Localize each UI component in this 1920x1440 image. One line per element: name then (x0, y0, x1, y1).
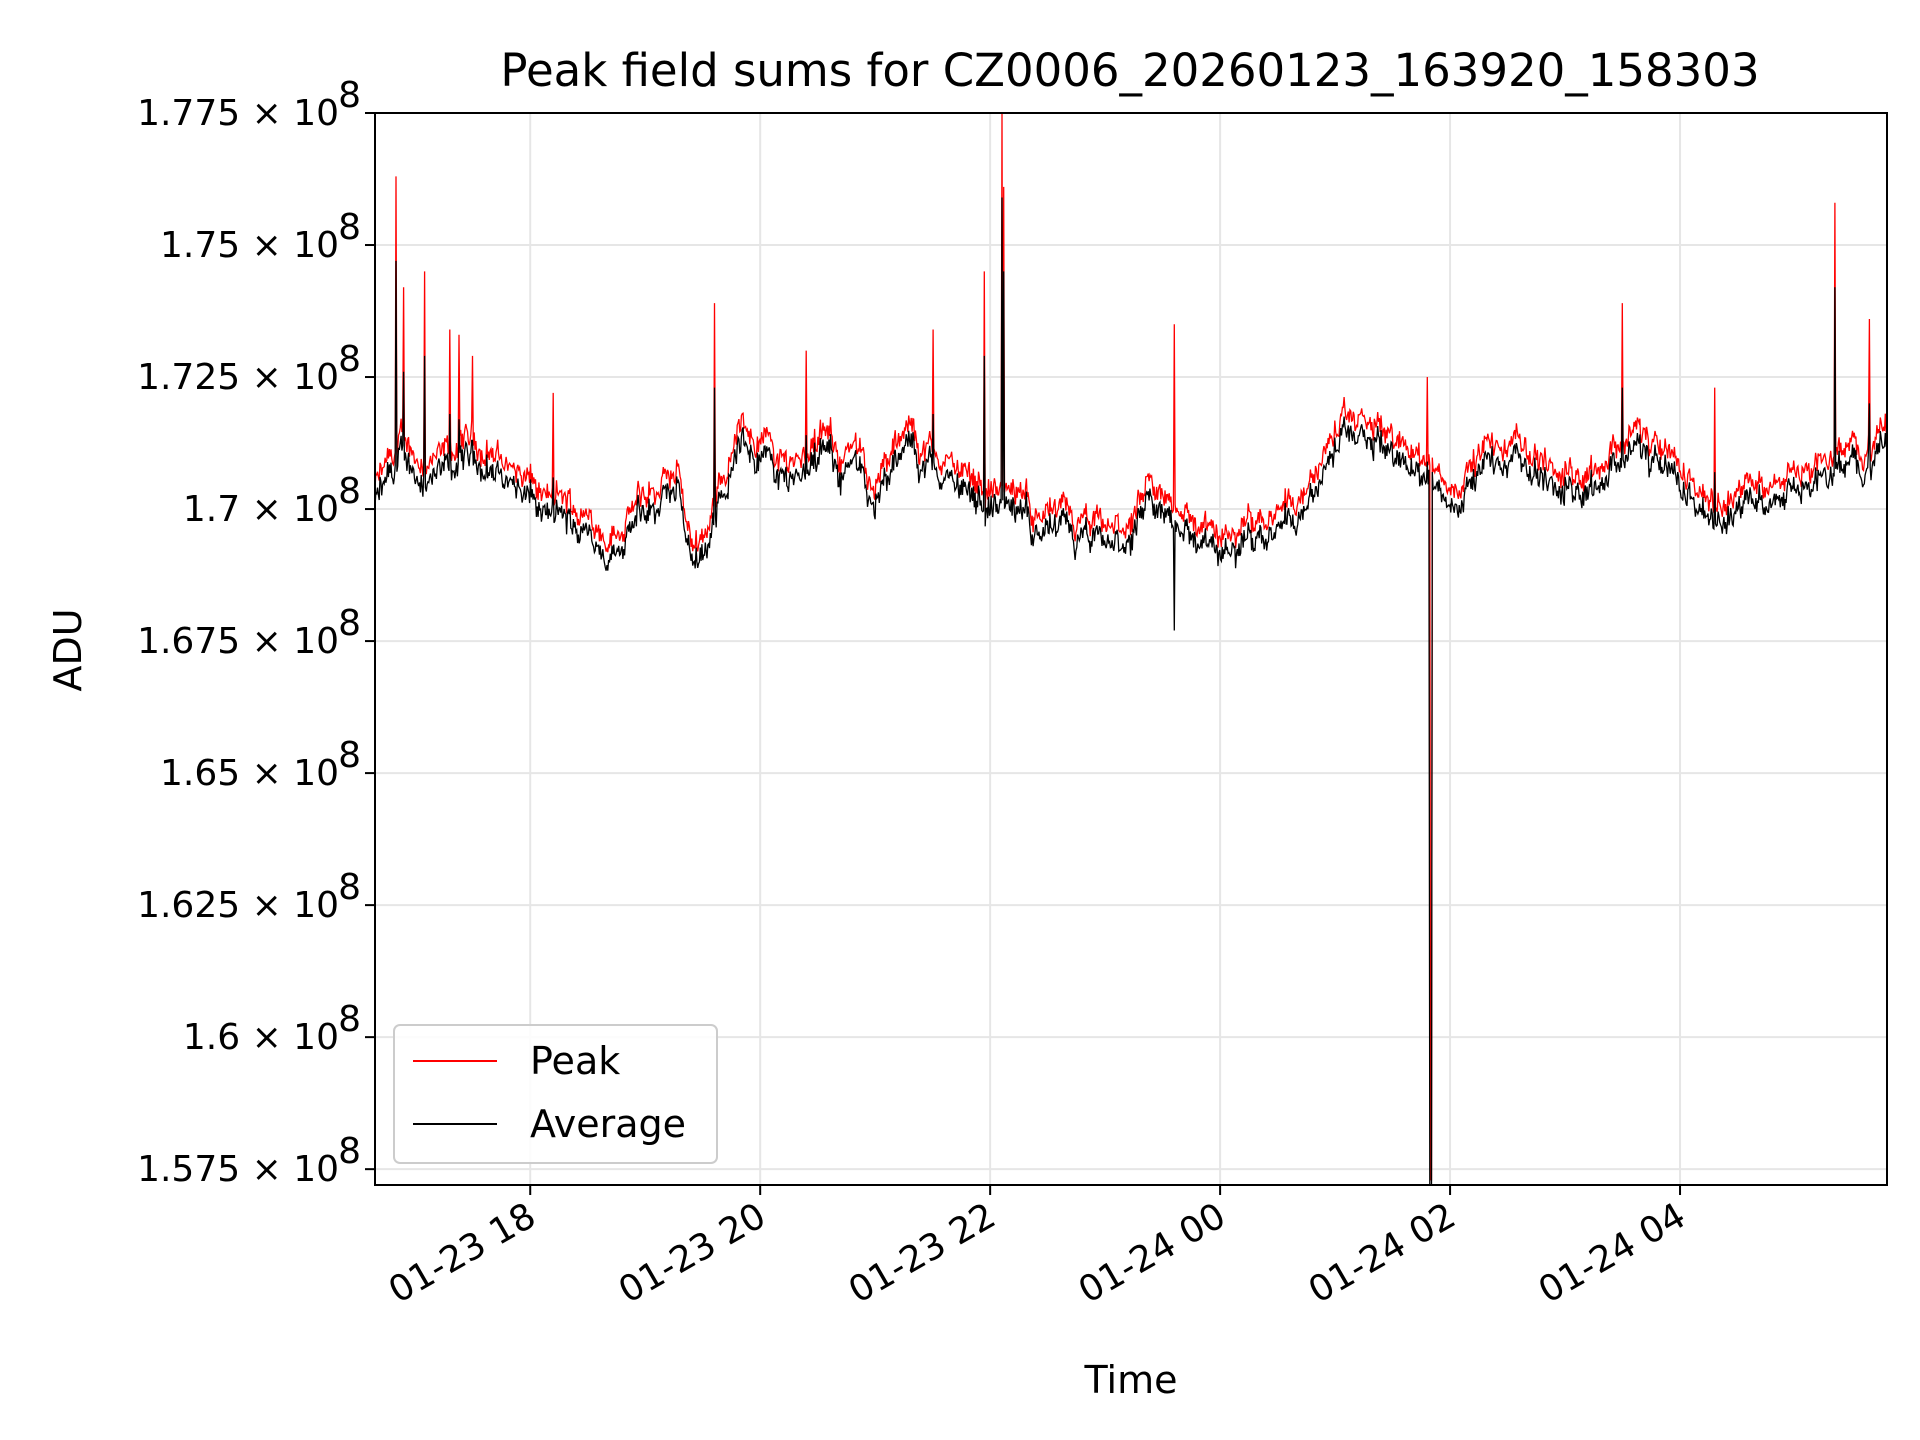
series-layer (375, 113, 1887, 1185)
y-tick-label: 1.575 × 10 (137, 1149, 339, 1190)
y-tick-label: 1.75 × 10 (160, 225, 339, 266)
x-axis-title: Time (1084, 1358, 1178, 1402)
y-tick-label: 1.725 × 10 (137, 357, 339, 398)
legend-box (393, 1024, 718, 1164)
y-tick-label: 1.775 × 10 (137, 93, 339, 134)
chart-title: Peak field sums for CZ0006_20260123_1639… (500, 44, 1759, 97)
y-tick-exponent: 8 (338, 471, 361, 512)
y-tick-exponent: 8 (338, 339, 361, 380)
plot-frame (374, 112, 1888, 1186)
series-line-peak (375, 113, 1887, 1181)
y-tick-label: 1.7 × 10 (183, 489, 339, 530)
series-line-average (375, 197, 1887, 1185)
legend: Peak Average (393, 1024, 718, 1164)
y-tick-exponent: 8 (338, 999, 361, 1040)
y-tick-label: 1.65 × 10 (160, 753, 339, 794)
y-tick-exponent: 8 (338, 603, 361, 644)
y-tick-exponent: 8 (338, 735, 361, 776)
y-tick-label: 1.6 × 10 (183, 1017, 339, 1058)
y-tick-label: 1.625 × 10 (137, 885, 339, 926)
y-tick-exponent: 8 (338, 207, 361, 248)
y-tick-label: 1.675 × 10 (137, 621, 339, 662)
y-tick-exponent: 8 (338, 867, 361, 908)
legend-label-peak: Peak (530, 1039, 620, 1083)
y-tick-exponent: 8 (338, 75, 361, 116)
legend-label-average: Average (530, 1102, 686, 1146)
y-tick-exponent: 8 (338, 1131, 361, 1172)
y-axis: 1.575 × 10 81.6 × 10 81.625 × 10 81.65 × 10… (137, 75, 375, 1190)
y-axis-title: ADU (46, 608, 90, 691)
